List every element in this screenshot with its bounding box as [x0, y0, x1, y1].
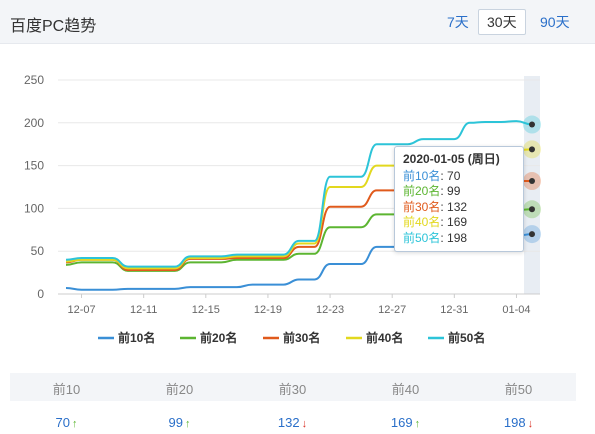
y-tick-label: 50 [31, 244, 45, 258]
legend-label: 前20名 [200, 330, 237, 345]
tooltip-row-top30: 前30名: 132 [403, 199, 468, 214]
x-tick-label: 12-11 [130, 304, 157, 316]
stats-header-row: 前10 前20 前30 前40 前50 [10, 373, 576, 401]
x-tick-label: 12-31 [440, 304, 468, 316]
tooltip-row-top40: 前40名: 169 [403, 215, 468, 229]
trend-up-icon: ↑ [414, 418, 421, 430]
tooltip-series-name: 前50名 [403, 230, 441, 245]
stats-header-top40: 前40 [391, 382, 420, 397]
tooltip-value: 99 [447, 184, 461, 198]
stats-header-top20: 前20 [165, 382, 194, 397]
stats-header-top50: 前50 [504, 382, 533, 397]
tooltip-value: 132 [447, 199, 468, 214]
legend-label: 前30名 [283, 330, 320, 345]
tooltip-value: 70 [447, 168, 461, 183]
stats-header-top10: 前10 [52, 382, 81, 397]
tooltip-row-top20: 前20名: 99 [403, 184, 461, 198]
stats-header-top30: 前30 [278, 382, 307, 397]
x-tick-label: 12-27 [378, 304, 406, 316]
hover-band [524, 76, 540, 294]
data-point [529, 121, 535, 128]
x-tick-label: 01-04 [502, 304, 530, 316]
stats-cell-top30: 132 ↓ [236, 415, 349, 430]
range-7-days-button[interactable]: 7天 [447, 14, 469, 30]
tooltip-value: 198 [447, 230, 468, 245]
stats-value-row: 70 ↑ 99 ↑ 132 ↓ 169 ↑ 198 ↓ [10, 415, 576, 434]
tooltip-date: 2020-01-05 (周日) [403, 152, 500, 166]
x-tick-label: 12-19 [254, 304, 282, 316]
data-point [529, 206, 535, 213]
x-tick-label: 12-07 [67, 304, 95, 316]
stats-value[interactable]: 132 [277, 415, 300, 430]
trend-up-icon: ↑ [71, 418, 78, 430]
y-tick-label: 150 [24, 159, 44, 173]
trend-down-icon: ↓ [301, 418, 308, 430]
tooltip-value: 169 [447, 215, 468, 229]
stats-value[interactable]: 70 [55, 415, 70, 430]
legend-label: 前50名 [448, 330, 485, 345]
stats-value[interactable]: 198 [503, 415, 526, 430]
data-point [529, 178, 535, 185]
stats-table: 前10 前20 前30 前40 前50 70 ↑ 99 ↑ 132 ↓ 169 ↑ 19… [10, 373, 576, 434]
tooltip-series-name: 前30名 [403, 199, 441, 214]
trend-chart-svg: 0 50 100 150 200 250 12-07 12-11 12-15 12-19 12-23… [24, 73, 541, 345]
trend-up-icon: ↑ [184, 418, 191, 430]
y-tick-label: 0 [37, 287, 44, 301]
tooltip-series-name: 前10名 [403, 168, 441, 183]
tooltip-series-name: 前20名 [403, 184, 441, 198]
stats-cell-top20: 99 ↑ [123, 415, 236, 430]
x-tick-label: 12-23 [316, 304, 344, 316]
stats-value[interactable]: 169 [390, 415, 413, 430]
y-tick-label: 200 [24, 116, 44, 130]
stats-cell-top10: 70 ↑ [10, 415, 123, 430]
stats-cell-top50: 198 ↓ [462, 415, 575, 430]
series-line [65, 120, 533, 268]
tooltip-row-top10: 前10名: 70 [403, 168, 461, 183]
data-point [529, 146, 535, 153]
page-title: 百度PC趋势 [10, 18, 97, 35]
trend-chart: 0 50 100 150 200 250 12-07 12-11 12-15 12-19 12-23… [0, 44, 595, 364]
chart-tooltip: 2020-01-05 (周日) 前10名: 70 前20名: 99 前30名: … [394, 146, 524, 252]
tooltip-row-top50: 前50名: 198 [403, 230, 468, 245]
trend-down-icon: ↓ [527, 418, 534, 430]
data-point [529, 231, 535, 238]
tooltip-series-name: 前40名 [403, 215, 441, 229]
y-tick-label: 250 [24, 73, 44, 87]
range-90-days-button[interactable]: 90天 [540, 14, 570, 30]
stats-value[interactable]: 99 [168, 415, 183, 430]
header-bar: 百度PC趋势 7天 30天 90天 [0, 0, 595, 44]
range-30-days-button[interactable]: 30天 [478, 9, 526, 35]
y-tick-label: 100 [24, 201, 44, 215]
stats-cell-top40: 169 ↑ [349, 415, 462, 430]
legend-label: 前40名 [366, 330, 403, 345]
x-tick-label: 12-15 [192, 304, 220, 316]
legend-label: 前10名 [118, 330, 155, 345]
